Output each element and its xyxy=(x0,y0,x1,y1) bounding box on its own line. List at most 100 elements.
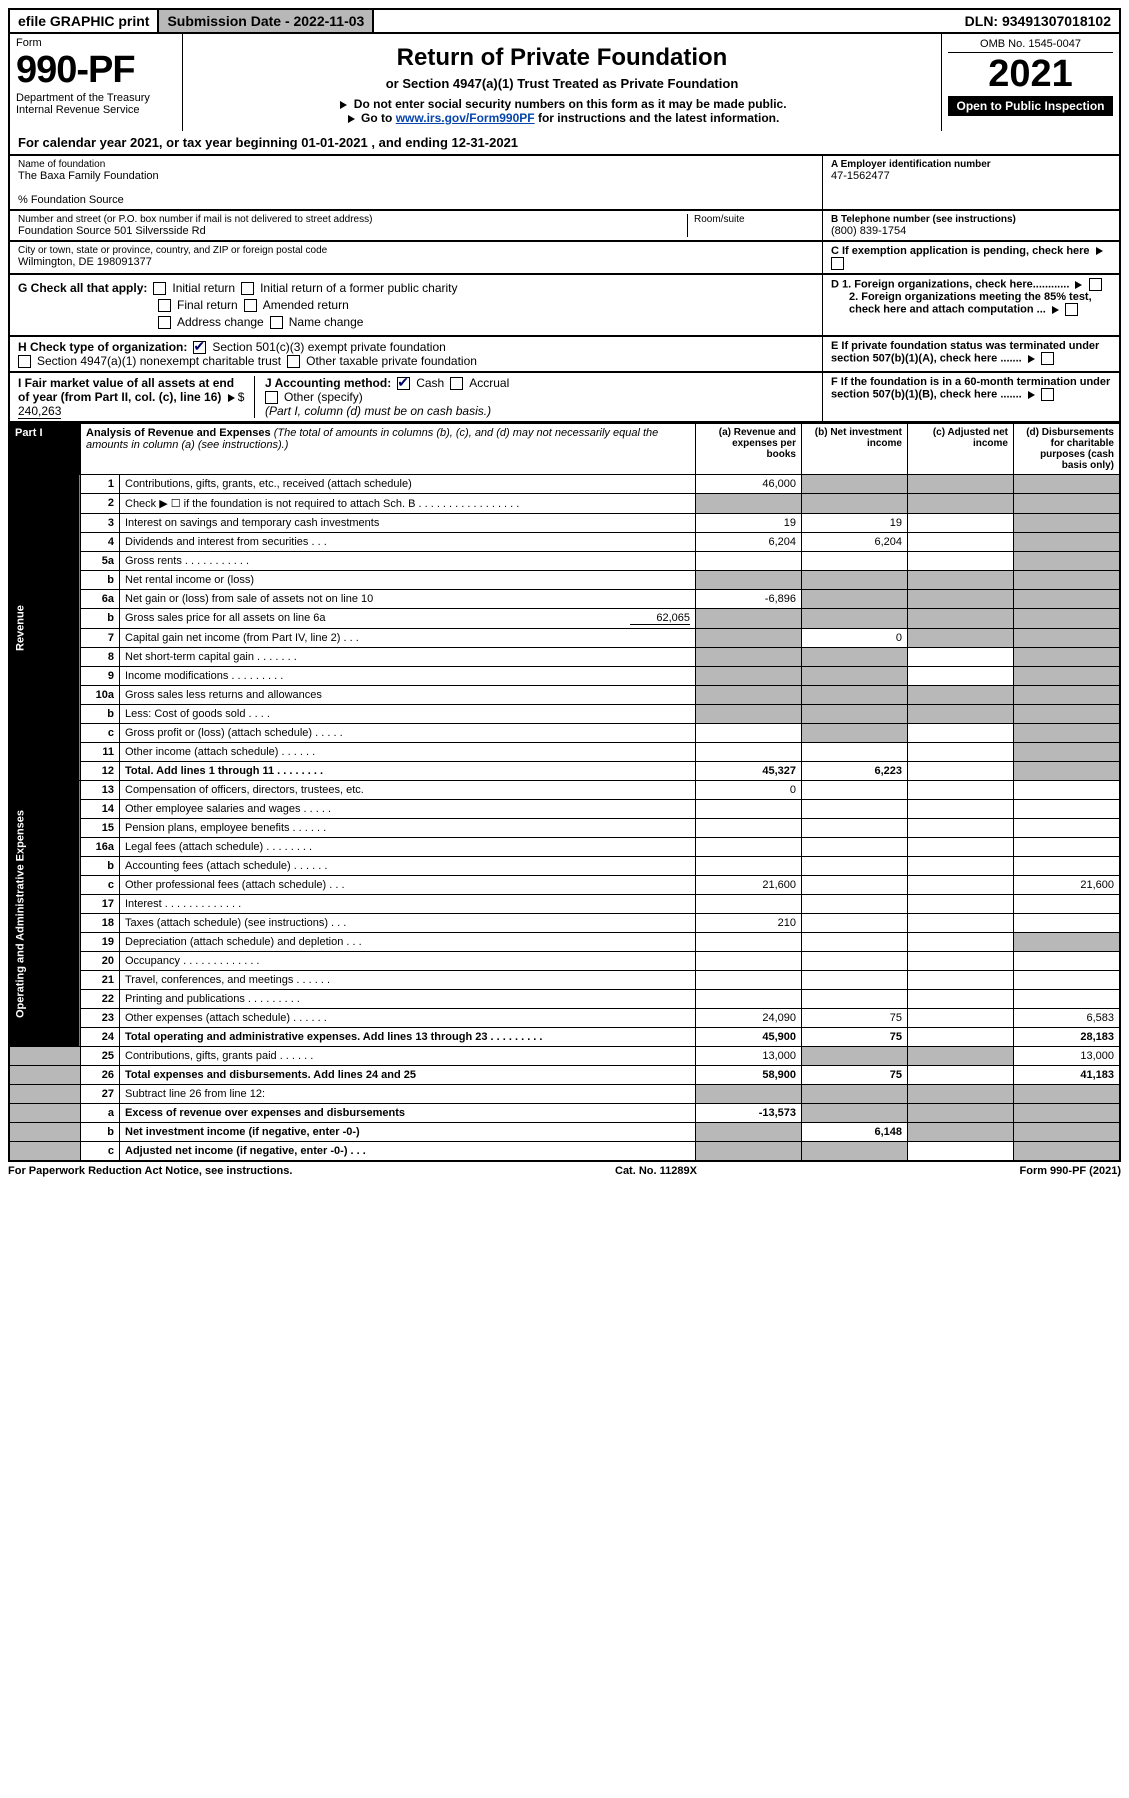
table-row: 21Travel, conferences, and meetings . . … xyxy=(9,971,1120,990)
g-o4: Amended return xyxy=(263,298,349,312)
footer-left: For Paperwork Reduction Act Notice, see … xyxy=(8,1165,292,1177)
cash-checkbox[interactable] xyxy=(397,377,410,390)
table-row: Operating and Administrative Expenses 13… xyxy=(9,781,1120,800)
identity-block: Name of foundation The Baxa Family Found… xyxy=(8,156,1121,211)
city-block: City or town, state or province, country… xyxy=(8,242,1121,275)
e-checkbox[interactable] xyxy=(1041,352,1054,365)
table-row: 16aLegal fees (attach schedule) . . . . … xyxy=(9,838,1120,857)
501c3-checkbox[interactable] xyxy=(193,341,206,354)
table-row: 15Pension plans, employee benefits . . .… xyxy=(9,819,1120,838)
source-line: % Foundation Source xyxy=(18,194,814,206)
i-j-f-block: I Fair market value of all assets at end… xyxy=(8,373,1121,423)
room-label: Room/suite xyxy=(694,214,814,225)
table-row: 26Total expenses and disbursements. Add … xyxy=(9,1066,1120,1085)
table-row: 23Other expenses (attach schedule) . . .… xyxy=(9,1009,1120,1028)
g-o5: Address change xyxy=(177,315,264,329)
table-row: 10aGross sales less returns and allowanc… xyxy=(9,686,1120,705)
j-accrual: Accrual xyxy=(469,376,509,390)
g-label: G Check all that apply: xyxy=(18,281,147,295)
irs-link[interactable]: www.irs.gov/Form990PF xyxy=(396,111,535,125)
name-label: Name of foundation xyxy=(18,159,814,170)
table-row: 4Dividends and interest from securities … xyxy=(9,533,1120,552)
arrow-icon xyxy=(1075,281,1082,289)
e-label: E If private foundation status was termi… xyxy=(831,340,1099,364)
table-row: 11Other income (attach schedule) . . . .… xyxy=(9,743,1120,762)
city-value: Wilmington, DE 198091377 xyxy=(18,256,814,268)
c-checkbox[interactable] xyxy=(831,257,844,270)
instr-1: Do not enter social security numbers on … xyxy=(354,97,787,111)
table-row: 5aGross rents . . . . . . . . . . . xyxy=(9,552,1120,571)
arrow-icon xyxy=(348,115,355,123)
submission-date: Submission Date - 2022-11-03 xyxy=(159,10,374,32)
top-bar: efile GRAPHIC print Submission Date - 20… xyxy=(8,8,1121,34)
expenses-label: Operating and Administrative Expenses xyxy=(9,781,81,1047)
arrow-icon xyxy=(1028,391,1035,399)
part-i-table: Part I Analysis of Revenue and Expenses … xyxy=(8,423,1121,1162)
page-footer: For Paperwork Reduction Act Notice, see … xyxy=(8,1162,1121,1180)
h-e-block: H Check type of organization: Section 50… xyxy=(8,337,1121,373)
instr-2-pre: Go to xyxy=(361,111,396,125)
revenue-label: Revenue xyxy=(9,475,81,781)
address-change-checkbox[interactable] xyxy=(158,316,171,329)
addr-label: Number and street (or P.O. box number if… xyxy=(18,214,687,225)
cal-mid: , and ending xyxy=(371,135,451,150)
table-row: Revenue 1Contributions, gifts, grants, e… xyxy=(9,475,1120,494)
table-row: aExcess of revenue over expenses and dis… xyxy=(9,1104,1120,1123)
name-change-checkbox[interactable] xyxy=(270,316,283,329)
footer-mid: Cat. No. 11289X xyxy=(615,1165,697,1177)
accrual-checkbox[interactable] xyxy=(450,377,463,390)
former-charity-checkbox[interactable] xyxy=(241,282,254,295)
4947-checkbox[interactable] xyxy=(18,355,31,368)
efile-label[interactable]: efile GRAPHIC print xyxy=(10,10,159,32)
cal-end: 12-31-2021 xyxy=(452,135,519,150)
col-c: (c) Adjusted net income xyxy=(908,424,1014,475)
dept-line-2: Internal Revenue Service xyxy=(16,104,176,116)
table-row: 20Occupancy . . . . . . . . . . . . . xyxy=(9,952,1120,971)
table-row: cOther professional fees (attach schedul… xyxy=(9,876,1120,895)
phone-label: B Telephone number (see instructions) xyxy=(831,214,1111,225)
table-row: 6aNet gain or (loss) from sale of assets… xyxy=(9,590,1120,609)
d2-checkbox[interactable] xyxy=(1065,303,1078,316)
other-method-checkbox[interactable] xyxy=(265,391,278,404)
other-taxable-checkbox[interactable] xyxy=(287,355,300,368)
dept-line-1: Department of the Treasury xyxy=(16,92,176,104)
ein-label: A Employer identification number xyxy=(831,159,1111,170)
j-label: J Accounting method: xyxy=(265,376,391,390)
i-value: 240,263 xyxy=(18,404,61,419)
table-row: 18Taxes (attach schedule) (see instructi… xyxy=(9,914,1120,933)
final-return-checkbox[interactable] xyxy=(158,299,171,312)
g-o3: Final return xyxy=(177,298,238,312)
omb-number: OMB No. 1545-0047 xyxy=(948,38,1113,53)
calendar-year-row: For calendar year 2021, or tax year begi… xyxy=(8,131,1121,156)
part-title: Analysis of Revenue and Expenses xyxy=(86,427,274,439)
address-block: Number and street (or P.O. box number if… xyxy=(8,211,1121,242)
i-label: I Fair market value of all assets at end… xyxy=(18,376,234,404)
g-o1: Initial return xyxy=(172,281,235,295)
table-row: 27Subtract line 26 from line 12: xyxy=(9,1085,1120,1104)
h-o3: Other taxable private foundation xyxy=(306,354,477,368)
col-d: (d) Disbursements for charitable purpose… xyxy=(1014,424,1121,475)
amended-return-checkbox[interactable] xyxy=(244,299,257,312)
form-header: Form 990-PF Department of the Treasury I… xyxy=(8,34,1121,131)
table-row: cGross profit or (loss) (attach schedule… xyxy=(9,724,1120,743)
initial-return-checkbox[interactable] xyxy=(153,282,166,295)
arrow-icon xyxy=(340,101,347,109)
cal-pre: For calendar year 2021, or tax year begi… xyxy=(18,135,301,150)
city-label: City or town, state or province, country… xyxy=(18,245,814,256)
line-6b-inline: 62,065 xyxy=(630,612,690,625)
c-label: C If exemption application is pending, c… xyxy=(831,245,1090,257)
table-row: bNet rental income or (loss) xyxy=(9,571,1120,590)
table-row: 25Contributions, gifts, grants paid . . … xyxy=(9,1047,1120,1066)
f-checkbox[interactable] xyxy=(1041,388,1054,401)
table-row: 2Check ▶ ☐ if the foundation is not requ… xyxy=(9,494,1120,514)
table-row: 8Net short-term capital gain . . . . . .… xyxy=(9,648,1120,667)
g-d-block: G Check all that apply: Initial return I… xyxy=(8,275,1121,337)
col-b: (b) Net investment income xyxy=(802,424,908,475)
form-title: Return of Private Foundation xyxy=(193,44,931,72)
part-tag: Part I xyxy=(9,424,81,475)
d1-checkbox[interactable] xyxy=(1089,278,1102,291)
form-number: 990-PF xyxy=(16,49,176,92)
table-row: 22Printing and publications . . . . . . … xyxy=(9,990,1120,1009)
instr-2-post: for instructions and the latest informat… xyxy=(538,111,779,125)
table-row: bLess: Cost of goods sold . . . . xyxy=(9,705,1120,724)
